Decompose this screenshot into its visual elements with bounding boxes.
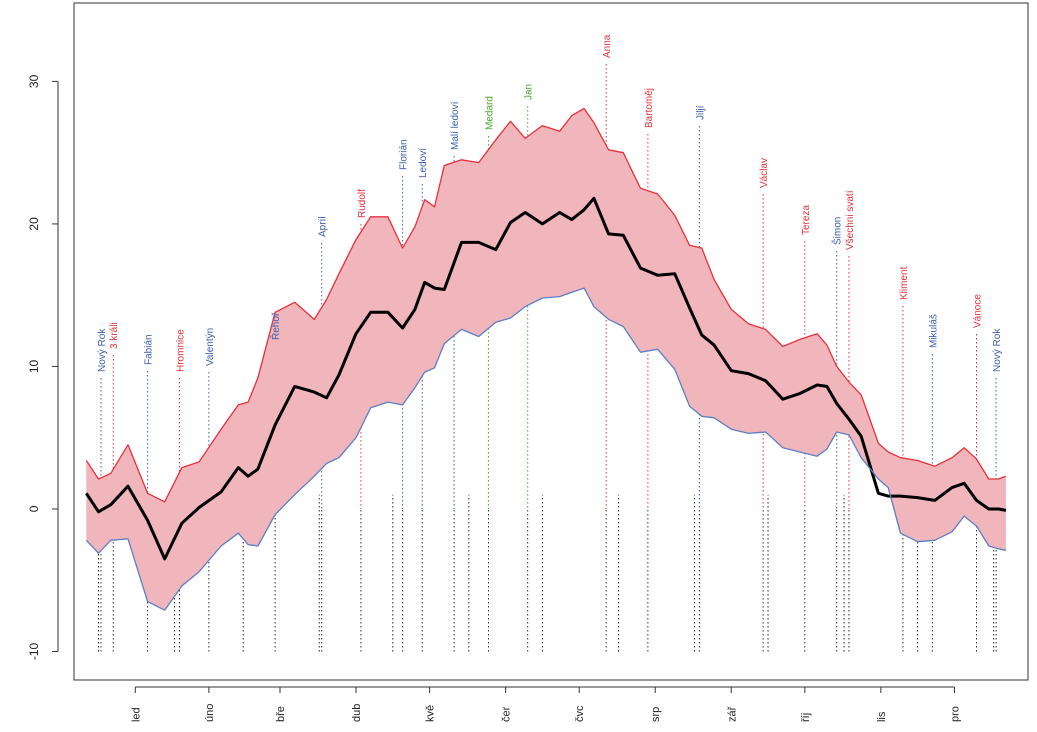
min-temperature-line (85, 287, 1007, 611)
mean-temperature-line (85, 196, 1007, 561)
temperature-band (86, 108, 1006, 611)
annotation-label: Hromnice (175, 329, 186, 372)
annotation-label: Fabián (144, 334, 155, 365)
annotation-label: Florián (399, 139, 410, 170)
x-tick-label: úno (204, 704, 216, 722)
x-tick-label: zář (726, 706, 738, 722)
x-tick-label: dub (351, 704, 363, 722)
annotation-label: Všechni svatí (845, 190, 856, 250)
x-tick-label: lis (876, 711, 888, 722)
annotation-label: Malí ledoví (450, 101, 461, 150)
y-tick-label: 30 (27, 74, 41, 88)
annotation-label: Nový Rok (97, 328, 108, 372)
y-tick-label: 0 (27, 505, 41, 512)
x-tick-label: srp (650, 707, 662, 722)
annotation-label: Řehoř (269, 312, 282, 340)
plot-frame (73, 2, 1029, 681)
annotation-label: 3 králi (109, 322, 120, 349)
annotation-label: Apríl (318, 216, 329, 237)
annotation-label: Šimon (831, 217, 844, 245)
y-tick-label: 10 (27, 359, 41, 373)
annotation-label: Václav (759, 158, 770, 188)
x-tick-label: čer (501, 706, 513, 722)
annotation-label: Medard (484, 96, 495, 130)
x-tick-label: led (130, 707, 142, 722)
y-axis: -10 0 10 20 30 (27, 74, 59, 660)
annotation-label: Vánoce (972, 294, 983, 328)
y-tick-label: -10 (27, 642, 41, 660)
x-axis: led úno bře dub kvě čer čvc srp zář říj lis pro (130, 686, 961, 722)
annotation-labels: Nový Rok 3 králi Fabián Hromnice ValentýnŘeh… (97, 34, 1003, 372)
annotation-label: Anna (602, 34, 613, 58)
x-tick-label: pro (949, 706, 961, 722)
x-tick-label: bře (275, 706, 287, 722)
annotation-label: Valentýn (205, 328, 216, 366)
series-lines (85, 107, 1007, 611)
annotation-label: Ledoví (418, 148, 429, 178)
max-temperature-line (85, 107, 1007, 503)
annotation-label: Tereza (801, 205, 812, 235)
x-tick-label: kvě (425, 705, 437, 722)
annotation-label: Jiljí (695, 105, 706, 120)
annotation-label: Jan (524, 84, 535, 100)
annotation-label: Kliment (899, 266, 910, 300)
x-tick-label: říj (800, 713, 812, 722)
annotation-label: Bartoměj (644, 88, 655, 128)
y-tick-label: 20 (27, 217, 41, 231)
annotation-label: Nový Rok (992, 328, 1003, 372)
annotation-label: Mikuláš (928, 314, 939, 348)
annotation-label: Rudolf (357, 189, 368, 218)
x-tick-label: čvc (574, 705, 586, 722)
